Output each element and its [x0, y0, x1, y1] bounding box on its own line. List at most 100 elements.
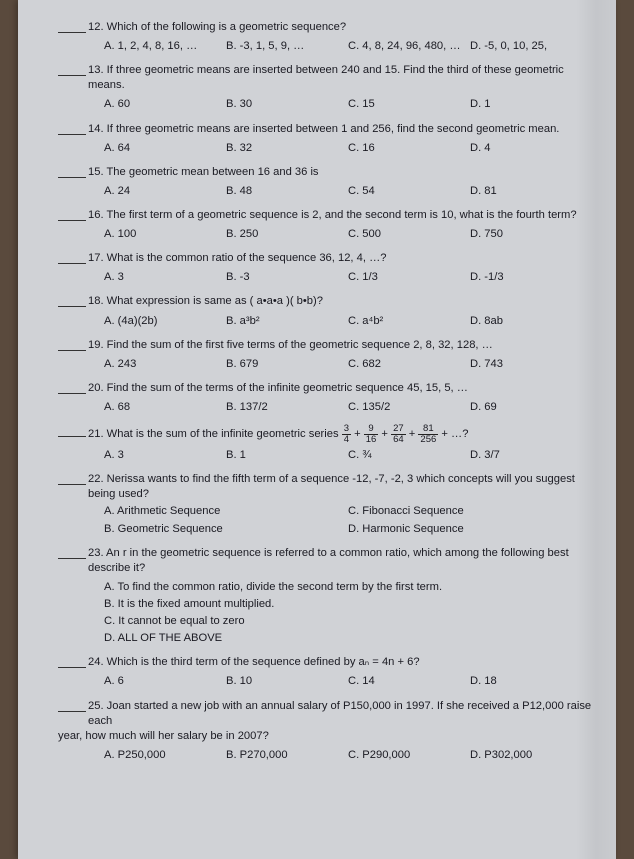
choice[interactable]: C. Fibonacci Sequence — [348, 504, 592, 519]
choice[interactable]: D. 81 — [470, 184, 592, 199]
choices: A. To find the common ratio, divide the … — [58, 576, 598, 646]
choices: A. 1, 2, 4, 8, 16, …B. -3, 1, 5, 9, …C. … — [58, 35, 598, 54]
choice[interactable]: C. 1/3 — [348, 270, 470, 285]
answer-blank[interactable] — [58, 208, 86, 221]
choice[interactable]: A. 6 — [104, 674, 226, 689]
answer-blank[interactable] — [58, 381, 86, 394]
question-23: 23. An r in the geometric sequence is re… — [58, 546, 598, 647]
question-22: 22. Nerissa wants to find the fifth term… — [58, 472, 598, 536]
choice[interactable]: B. 30 — [226, 97, 348, 112]
question-24: 24. Which is the third term of the seque… — [58, 655, 598, 689]
choice[interactable]: D. 18 — [470, 674, 592, 689]
choices-row: A. Arithmetic SequenceC. Fibonacci Seque… — [58, 502, 598, 519]
choice[interactable]: B. 1 — [226, 448, 348, 463]
question-16: 16. The first term of a geometric sequen… — [58, 208, 598, 242]
choice[interactable]: A. 24 — [104, 184, 226, 199]
question-stem: 23. An r in the geometric sequence is re… — [88, 546, 598, 576]
question-stem: 21. What is the sum of the infinite geom… — [88, 424, 468, 444]
choice[interactable]: B. 48 — [226, 184, 348, 199]
choice[interactable]: C. P290,000 — [348, 748, 470, 763]
choice[interactable]: B. -3, 1, 5, 9, … — [226, 39, 348, 54]
choice[interactable]: D. ALL OF THE ABOVE — [104, 631, 592, 646]
choice[interactable]: B. a³b² — [226, 314, 348, 329]
choice[interactable]: C. 4, 8, 24, 96, 480, … — [348, 39, 470, 54]
answer-blank[interactable] — [58, 655, 86, 668]
question-stem: 18. What expression is same as ( a•a•a )… — [88, 294, 323, 309]
choice[interactable]: C. 682 — [348, 357, 470, 372]
choice[interactable]: B. 679 — [226, 357, 348, 372]
choice[interactable]: B. -3 — [226, 270, 348, 285]
choice[interactable]: D. P302,000 — [470, 748, 592, 763]
question-19: 19. Find the sum of the first five terms… — [58, 338, 598, 372]
question-17: 17. What is the common ratio of the sequ… — [58, 251, 598, 285]
answer-blank[interactable] — [58, 251, 86, 264]
answer-blank[interactable] — [58, 472, 86, 485]
choice[interactable]: B. P270,000 — [226, 748, 348, 763]
choice[interactable]: A. 1, 2, 4, 8, 16, … — [104, 39, 226, 54]
choices: A. 68B. 137/2C. 135/2D. 69 — [58, 396, 598, 415]
answer-blank[interactable] — [58, 699, 86, 712]
choice[interactable]: D. -1/3 — [470, 270, 592, 285]
choices: A. P250,000B. P270,000C. P290,000D. P302… — [58, 744, 598, 763]
choice[interactable]: C. 15 — [348, 97, 470, 112]
choices: A. (4a)(2b)B. a³b²C. a⁴b²D. 8ab — [58, 310, 598, 329]
choices: A. 3B. -3C. 1/3D. -1/3 — [58, 266, 598, 285]
choice[interactable]: C. 54 — [348, 184, 470, 199]
answer-blank[interactable] — [58, 338, 86, 351]
choice[interactable]: D. 69 — [470, 400, 592, 415]
question-13: 13. If three geometric means are inserte… — [58, 63, 598, 112]
choice[interactable]: C. 16 — [348, 141, 470, 156]
choices: A. 3B. 1C. ¾D. 3/7 — [58, 444, 598, 463]
question-stem: 15. The geometric mean between 16 and 36… — [88, 165, 319, 180]
choice[interactable]: C. a⁴b² — [348, 314, 470, 329]
choice[interactable]: A. (4a)(2b) — [104, 314, 226, 329]
answer-blank[interactable] — [58, 294, 86, 307]
question-stem: 22. Nerissa wants to find the fifth term… — [88, 472, 598, 502]
choice[interactable]: A. To find the common ratio, divide the … — [104, 580, 592, 595]
choice[interactable]: A. 64 — [104, 141, 226, 156]
choices: A. 6B. 10C. 14D. 18 — [58, 670, 598, 689]
choice[interactable]: A. P250,000 — [104, 748, 226, 763]
choice[interactable]: C. It cannot be equal to zero — [104, 614, 592, 629]
choice[interactable]: D. 3/7 — [470, 448, 592, 463]
choice[interactable]: B. 250 — [226, 227, 348, 242]
question-stem: 24. Which is the third term of the seque… — [88, 655, 420, 670]
choice[interactable]: D. 4 — [470, 141, 592, 156]
choice[interactable]: A. 60 — [104, 97, 226, 112]
choice[interactable]: A. 243 — [104, 357, 226, 372]
choice[interactable]: C. ¾ — [348, 448, 470, 463]
answer-blank[interactable] — [58, 63, 86, 76]
choice[interactable]: D. 750 — [470, 227, 592, 242]
answer-blank[interactable] — [58, 424, 86, 437]
choices: A. 60B. 30C. 15D. 1 — [58, 93, 598, 112]
choice[interactable]: A. 3 — [104, 448, 226, 463]
choice[interactable]: A. 68 — [104, 400, 226, 415]
choice[interactable]: B. It is the fixed amount multiplied. — [104, 597, 592, 612]
answer-blank[interactable] — [58, 546, 86, 559]
choice[interactable]: B. Geometric Sequence — [104, 522, 348, 537]
answer-blank[interactable] — [58, 20, 86, 33]
choice[interactable]: C. 135/2 — [348, 400, 470, 415]
choice[interactable]: D. Harmonic Sequence — [348, 522, 592, 537]
answer-blank[interactable] — [58, 122, 86, 135]
choices: A. 100B. 250C. 500D. 750 — [58, 223, 598, 242]
choice[interactable]: A. 3 — [104, 270, 226, 285]
choice[interactable]: C. 500 — [348, 227, 470, 242]
choice[interactable]: D. -5, 0, 10, 25, — [470, 39, 592, 54]
choice[interactable]: B. 137/2 — [226, 400, 348, 415]
question-20: 20. Find the sum of the terms of the inf… — [58, 381, 598, 415]
question-stem: 13. If three geometric means are inserte… — [88, 63, 598, 93]
choice[interactable]: D. 1 — [470, 97, 592, 112]
question-18: 18. What expression is same as ( a•a•a )… — [58, 294, 598, 328]
choice[interactable]: D. 8ab — [470, 314, 592, 329]
choice[interactable]: D. 743 — [470, 357, 592, 372]
choice[interactable]: A. 100 — [104, 227, 226, 242]
answer-blank[interactable] — [58, 165, 86, 178]
choice[interactable]: B. 32 — [226, 141, 348, 156]
choice[interactable]: A. Arithmetic Sequence — [104, 504, 348, 519]
question-21: 21. What is the sum of the infinite geom… — [58, 424, 598, 463]
question-stem: 14. If three geometric means are inserte… — [88, 122, 559, 137]
question-stem: 16. The first term of a geometric sequen… — [88, 208, 577, 223]
choice[interactable]: C. 14 — [348, 674, 470, 689]
choice[interactable]: B. 10 — [226, 674, 348, 689]
